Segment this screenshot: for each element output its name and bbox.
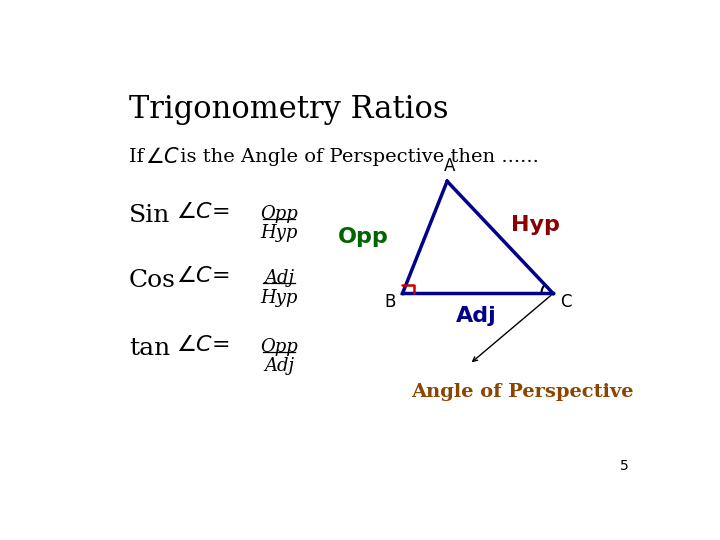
- Text: Sin: Sin: [129, 204, 171, 227]
- Text: Hyp: Hyp: [261, 224, 298, 242]
- Text: Opp: Opp: [261, 338, 298, 356]
- Text: 5: 5: [620, 459, 629, 473]
- Text: Adj: Adj: [264, 269, 294, 287]
- Text: Hyp: Hyp: [261, 288, 298, 307]
- Text: Adj: Adj: [264, 357, 294, 375]
- Text: $\angle C$=: $\angle C$=: [176, 201, 230, 222]
- Text: Cos: Cos: [129, 268, 176, 292]
- Text: tan: tan: [129, 337, 171, 360]
- Text: $\angle C$=: $\angle C$=: [176, 265, 230, 286]
- Text: B: B: [384, 294, 396, 312]
- Text: Opp: Opp: [261, 205, 298, 223]
- Text: Opp: Opp: [338, 227, 389, 247]
- Text: Angle of Perspective: Angle of Perspective: [411, 383, 634, 401]
- Text: Adj: Adj: [456, 306, 497, 326]
- Text: C: C: [560, 294, 572, 312]
- Text: A: A: [444, 157, 456, 175]
- Text: $\angle C$: $\angle C$: [145, 147, 180, 167]
- Text: Hyp: Hyp: [511, 215, 560, 235]
- Text: $\angle C$=: $\angle C$=: [176, 334, 230, 355]
- Text: If: If: [129, 148, 150, 166]
- Text: is the Angle of Perspective then ......: is the Angle of Perspective then ......: [174, 148, 539, 166]
- Text: Trigonometry Ratios: Trigonometry Ratios: [129, 94, 449, 125]
